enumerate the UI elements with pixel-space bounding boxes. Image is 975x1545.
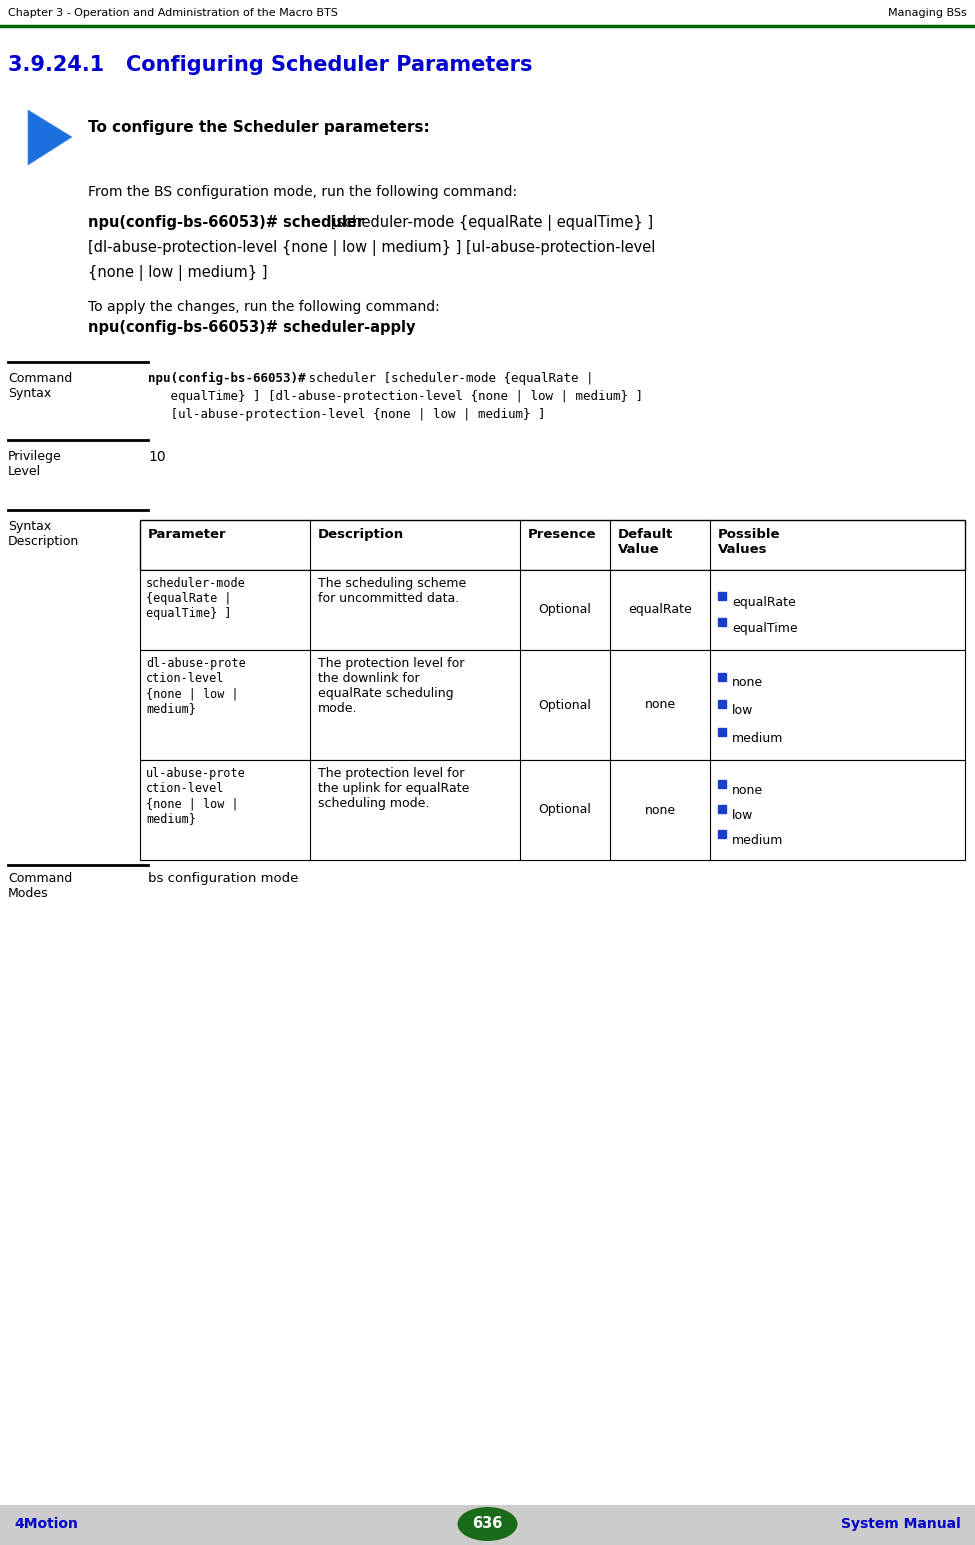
Bar — [718, 592, 726, 599]
Text: Chapter 3 - Operation and Administration of the Macro BTS: Chapter 3 - Operation and Administration… — [8, 8, 338, 19]
Text: equalRate: equalRate — [628, 604, 692, 616]
Text: bs configuration mode: bs configuration mode — [148, 871, 298, 885]
Text: Privilege
Level: Privilege Level — [8, 450, 61, 477]
Text: Presence: Presence — [528, 528, 597, 541]
Bar — [718, 780, 726, 788]
Text: 4Motion: 4Motion — [14, 1517, 78, 1531]
Text: Description: Description — [318, 528, 404, 541]
Bar — [140, 760, 965, 861]
Bar — [140, 650, 965, 760]
Text: medium: medium — [732, 834, 783, 847]
Bar — [718, 830, 726, 837]
Text: Optional: Optional — [538, 698, 592, 712]
Text: The scheduling scheme
for uncommitted data.: The scheduling scheme for uncommitted da… — [318, 576, 466, 606]
Text: [dl-abuse-protection-level {none | low | medium} ] [ul-abuse-protection-level: [dl-abuse-protection-level {none | low |… — [88, 239, 655, 256]
Text: equalTime: equalTime — [732, 623, 798, 635]
Text: 3.9.24.1   Configuring Scheduler Parameters: 3.9.24.1 Configuring Scheduler Parameter… — [8, 56, 532, 76]
Text: Optional: Optional — [538, 604, 592, 616]
Polygon shape — [28, 110, 72, 165]
Text: The protection level for
the downlink for
equalRate scheduling
mode.: The protection level for the downlink fo… — [318, 657, 464, 715]
Text: To apply the changes, run the following command:: To apply the changes, run the following … — [88, 300, 440, 314]
Text: From the BS configuration mode, run the following command:: From the BS configuration mode, run the … — [88, 185, 517, 199]
Text: Parameter: Parameter — [148, 528, 226, 541]
Text: {none | low | medium} ]: {none | low | medium} ] — [88, 266, 267, 281]
Bar — [718, 805, 726, 813]
Text: npu(config-bs-66053)#: npu(config-bs-66053)# — [148, 372, 305, 385]
Text: none: none — [732, 677, 763, 689]
Text: low: low — [732, 705, 754, 717]
Text: Managing BSs: Managing BSs — [888, 8, 967, 19]
Text: Possible
Values: Possible Values — [718, 528, 781, 556]
Text: equalRate: equalRate — [732, 596, 796, 609]
Bar — [140, 570, 965, 650]
Bar — [718, 672, 726, 680]
Text: none: none — [644, 803, 676, 816]
Text: The protection level for
the uplink for equalRate
scheduling mode.: The protection level for the uplink for … — [318, 766, 469, 810]
Bar — [140, 521, 965, 570]
Text: ul-abuse-prote
ction-level
{none | low |
medium}: ul-abuse-prote ction-level {none | low |… — [146, 766, 246, 825]
Bar — [0, 1505, 975, 1545]
Text: none: none — [732, 783, 763, 797]
Text: [ul-abuse-protection-level {none | low | medium} ]: [ul-abuse-protection-level {none | low |… — [148, 408, 545, 420]
Bar — [718, 728, 726, 735]
Text: To configure the Scheduler parameters:: To configure the Scheduler parameters: — [88, 121, 430, 134]
Text: equalTime} ] [dl-abuse-protection-level {none | low | medium} ]: equalTime} ] [dl-abuse-protection-level … — [148, 389, 643, 403]
Text: Optional: Optional — [538, 803, 592, 816]
Text: [scheduler-mode {equalRate | equalTime} ]: [scheduler-mode {equalRate | equalTime} … — [326, 215, 653, 232]
Text: Default
Value: Default Value — [618, 528, 674, 556]
Ellipse shape — [457, 1506, 518, 1540]
Text: dl-abuse-prote
ction-level
{none | low |
medium}: dl-abuse-prote ction-level {none | low |… — [146, 657, 246, 715]
Text: none: none — [644, 698, 676, 712]
Text: scheduler-mode
{equalRate |
equalTime} ]: scheduler-mode {equalRate | equalTime} ] — [146, 576, 246, 620]
Bar — [718, 618, 726, 626]
Text: low: low — [732, 810, 754, 822]
Text: medium: medium — [732, 731, 783, 745]
Text: 10: 10 — [148, 450, 166, 464]
Text: npu(config-bs-66053)# scheduler: npu(config-bs-66053)# scheduler — [88, 215, 364, 230]
Bar — [718, 700, 726, 708]
Text: Command
Syntax: Command Syntax — [8, 372, 72, 400]
Text: scheduler [scheduler-mode {equalRate |: scheduler [scheduler-mode {equalRate | — [286, 372, 594, 385]
Text: System Manual: System Manual — [841, 1517, 961, 1531]
Text: Command
Modes: Command Modes — [8, 871, 72, 901]
Text: Syntax
Description: Syntax Description — [8, 521, 79, 548]
Text: 636: 636 — [472, 1517, 503, 1531]
Text: npu(config-bs-66053)# scheduler-apply: npu(config-bs-66053)# scheduler-apply — [88, 320, 415, 335]
